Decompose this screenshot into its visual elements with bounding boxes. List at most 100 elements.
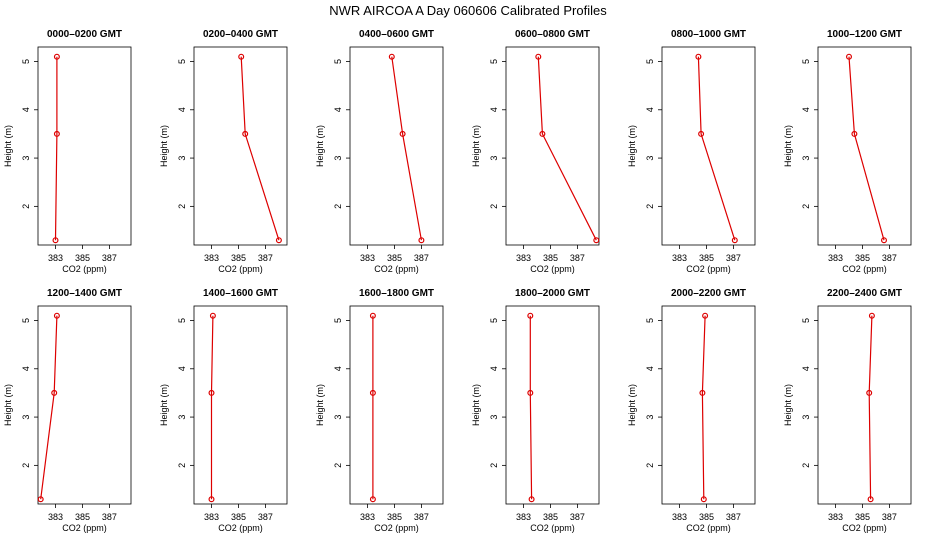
x-tick-label: 385 bbox=[75, 512, 90, 522]
panel: 1000–1200 GMT 383 385 387 2 3 4 5 CO2 (ppm) Heigh… bbox=[783, 29, 912, 274]
plot-frame bbox=[193, 46, 288, 246]
y-tick-label: 4 bbox=[177, 107, 187, 112]
panel: 0200–0400 GMT 383 385 387 2 3 4 5 CO2 (ppm) Heigh… bbox=[159, 29, 288, 274]
y-axis-label: Height (m) bbox=[315, 384, 325, 426]
plot-frame bbox=[661, 305, 756, 505]
profile-line bbox=[701, 315, 706, 500]
x-tick-label: 387 bbox=[102, 512, 117, 522]
y-tick-label: 3 bbox=[333, 156, 343, 161]
y-tick-label: 3 bbox=[489, 415, 499, 420]
panel: 0000–0200 GMT 383 385 387 2 3 4 5 CO2 (ppm) Heigh… bbox=[3, 29, 132, 274]
x-tick-label: 387 bbox=[882, 253, 897, 263]
data-point bbox=[53, 53, 60, 60]
data-point bbox=[51, 389, 58, 396]
y-tick-label: 3 bbox=[177, 156, 187, 161]
x-tick-label: 383 bbox=[204, 253, 219, 263]
plot-frame bbox=[817, 46, 912, 246]
data-point bbox=[275, 237, 282, 244]
y-tick-label: 5 bbox=[645, 59, 655, 64]
panel-title: 0600–0800 GMT bbox=[515, 29, 590, 40]
y-tick-label: 3 bbox=[645, 415, 655, 420]
y-tick-label: 3 bbox=[21, 156, 31, 161]
y-tick-label: 4 bbox=[177, 366, 187, 371]
data-point bbox=[845, 53, 852, 60]
plot-frame bbox=[193, 305, 288, 505]
y-tick-label: 5 bbox=[333, 318, 343, 323]
x-tick-label: 387 bbox=[882, 512, 897, 522]
y-tick-label: 4 bbox=[21, 366, 31, 371]
panel-title: 1800–2000 GMT bbox=[515, 288, 590, 299]
data-point bbox=[539, 130, 546, 137]
y-tick-label: 2 bbox=[177, 463, 187, 468]
x-axis-label: CO2 (ppm) bbox=[530, 264, 575, 274]
y-tick-label: 4 bbox=[333, 366, 343, 371]
figure-title: NWR AIRCOA A Day 060606 Calibrated Profi… bbox=[329, 3, 607, 18]
panel: 0600–0800 GMT 383 385 387 2 3 4 5 CO2 (ppm) Heigh… bbox=[471, 29, 600, 274]
x-axis-label: CO2 (ppm) bbox=[842, 264, 887, 274]
y-tick-label: 4 bbox=[333, 107, 343, 112]
y-tick-label: 4 bbox=[645, 107, 655, 112]
y-axis-label: Height (m) bbox=[783, 384, 793, 426]
data-point bbox=[369, 312, 376, 319]
y-tick-label: 4 bbox=[801, 107, 811, 112]
panel: 1800–2000 GMT 383 385 387 2 3 4 5 CO2 (ppm) Heigh… bbox=[471, 288, 600, 533]
x-axis-label: CO2 (ppm) bbox=[530, 523, 575, 533]
panel-title: 1400–1600 GMT bbox=[203, 288, 278, 299]
y-axis-label: Height (m) bbox=[159, 384, 169, 426]
y-tick-label: 3 bbox=[801, 415, 811, 420]
data-point bbox=[369, 389, 376, 396]
y-tick-label: 2 bbox=[489, 204, 499, 209]
y-tick-label: 2 bbox=[333, 463, 343, 468]
y-tick-label: 2 bbox=[177, 204, 187, 209]
plot-frame bbox=[349, 305, 444, 505]
x-tick-label: 383 bbox=[672, 253, 687, 263]
x-tick-label: 385 bbox=[855, 512, 870, 522]
data-point bbox=[53, 312, 60, 319]
profile-line bbox=[537, 56, 597, 241]
panel-title: 0400–0600 GMT bbox=[359, 29, 434, 40]
x-tick-label: 385 bbox=[231, 253, 246, 263]
x-tick-label: 385 bbox=[231, 512, 246, 522]
profile-line bbox=[529, 315, 533, 500]
data-point bbox=[208, 389, 215, 396]
data-point bbox=[369, 496, 376, 503]
x-axis-label: CO2 (ppm) bbox=[686, 523, 731, 533]
profile-line bbox=[848, 56, 885, 241]
x-tick-label: 387 bbox=[414, 512, 429, 522]
data-point bbox=[527, 389, 534, 396]
y-tick-label: 4 bbox=[489, 366, 499, 371]
panel-title: 1200–1400 GMT bbox=[47, 288, 122, 299]
y-tick-label: 2 bbox=[645, 463, 655, 468]
data-point bbox=[208, 496, 215, 503]
panel: 2200–2400 GMT 383 385 387 2 3 4 5 CO2 (ppm) Heigh… bbox=[783, 288, 912, 533]
panel-title: 0200–0400 GMT bbox=[203, 29, 278, 40]
x-tick-label: 383 bbox=[672, 512, 687, 522]
y-tick-label: 5 bbox=[21, 318, 31, 323]
y-tick-label: 5 bbox=[489, 59, 499, 64]
x-tick-label: 387 bbox=[726, 253, 741, 263]
y-axis-label: Height (m) bbox=[3, 125, 13, 167]
y-axis-label: Height (m) bbox=[783, 125, 793, 167]
y-tick-label: 5 bbox=[801, 318, 811, 323]
data-point bbox=[880, 237, 887, 244]
x-tick-label: 385 bbox=[543, 512, 558, 522]
data-point bbox=[593, 237, 600, 244]
data-point bbox=[700, 496, 707, 503]
y-tick-label: 5 bbox=[333, 59, 343, 64]
panel-title: 1600–1800 GMT bbox=[359, 288, 434, 299]
y-tick-label: 4 bbox=[645, 366, 655, 371]
data-point bbox=[851, 130, 858, 137]
x-tick-label: 383 bbox=[360, 512, 375, 522]
panel: 1200–1400 GMT 383 385 387 2 3 4 5 CO2 (ppm) Heigh… bbox=[3, 288, 132, 533]
data-point bbox=[528, 496, 535, 503]
y-tick-label: 2 bbox=[333, 204, 343, 209]
data-point bbox=[699, 389, 706, 396]
x-tick-label: 385 bbox=[387, 253, 402, 263]
x-tick-label: 385 bbox=[699, 253, 714, 263]
y-tick-label: 4 bbox=[489, 107, 499, 112]
x-axis-label: CO2 (ppm) bbox=[686, 264, 731, 274]
y-axis-label: Height (m) bbox=[627, 384, 637, 426]
y-tick-label: 3 bbox=[21, 415, 31, 420]
data-point bbox=[868, 312, 875, 319]
x-tick-label: 385 bbox=[75, 253, 90, 263]
